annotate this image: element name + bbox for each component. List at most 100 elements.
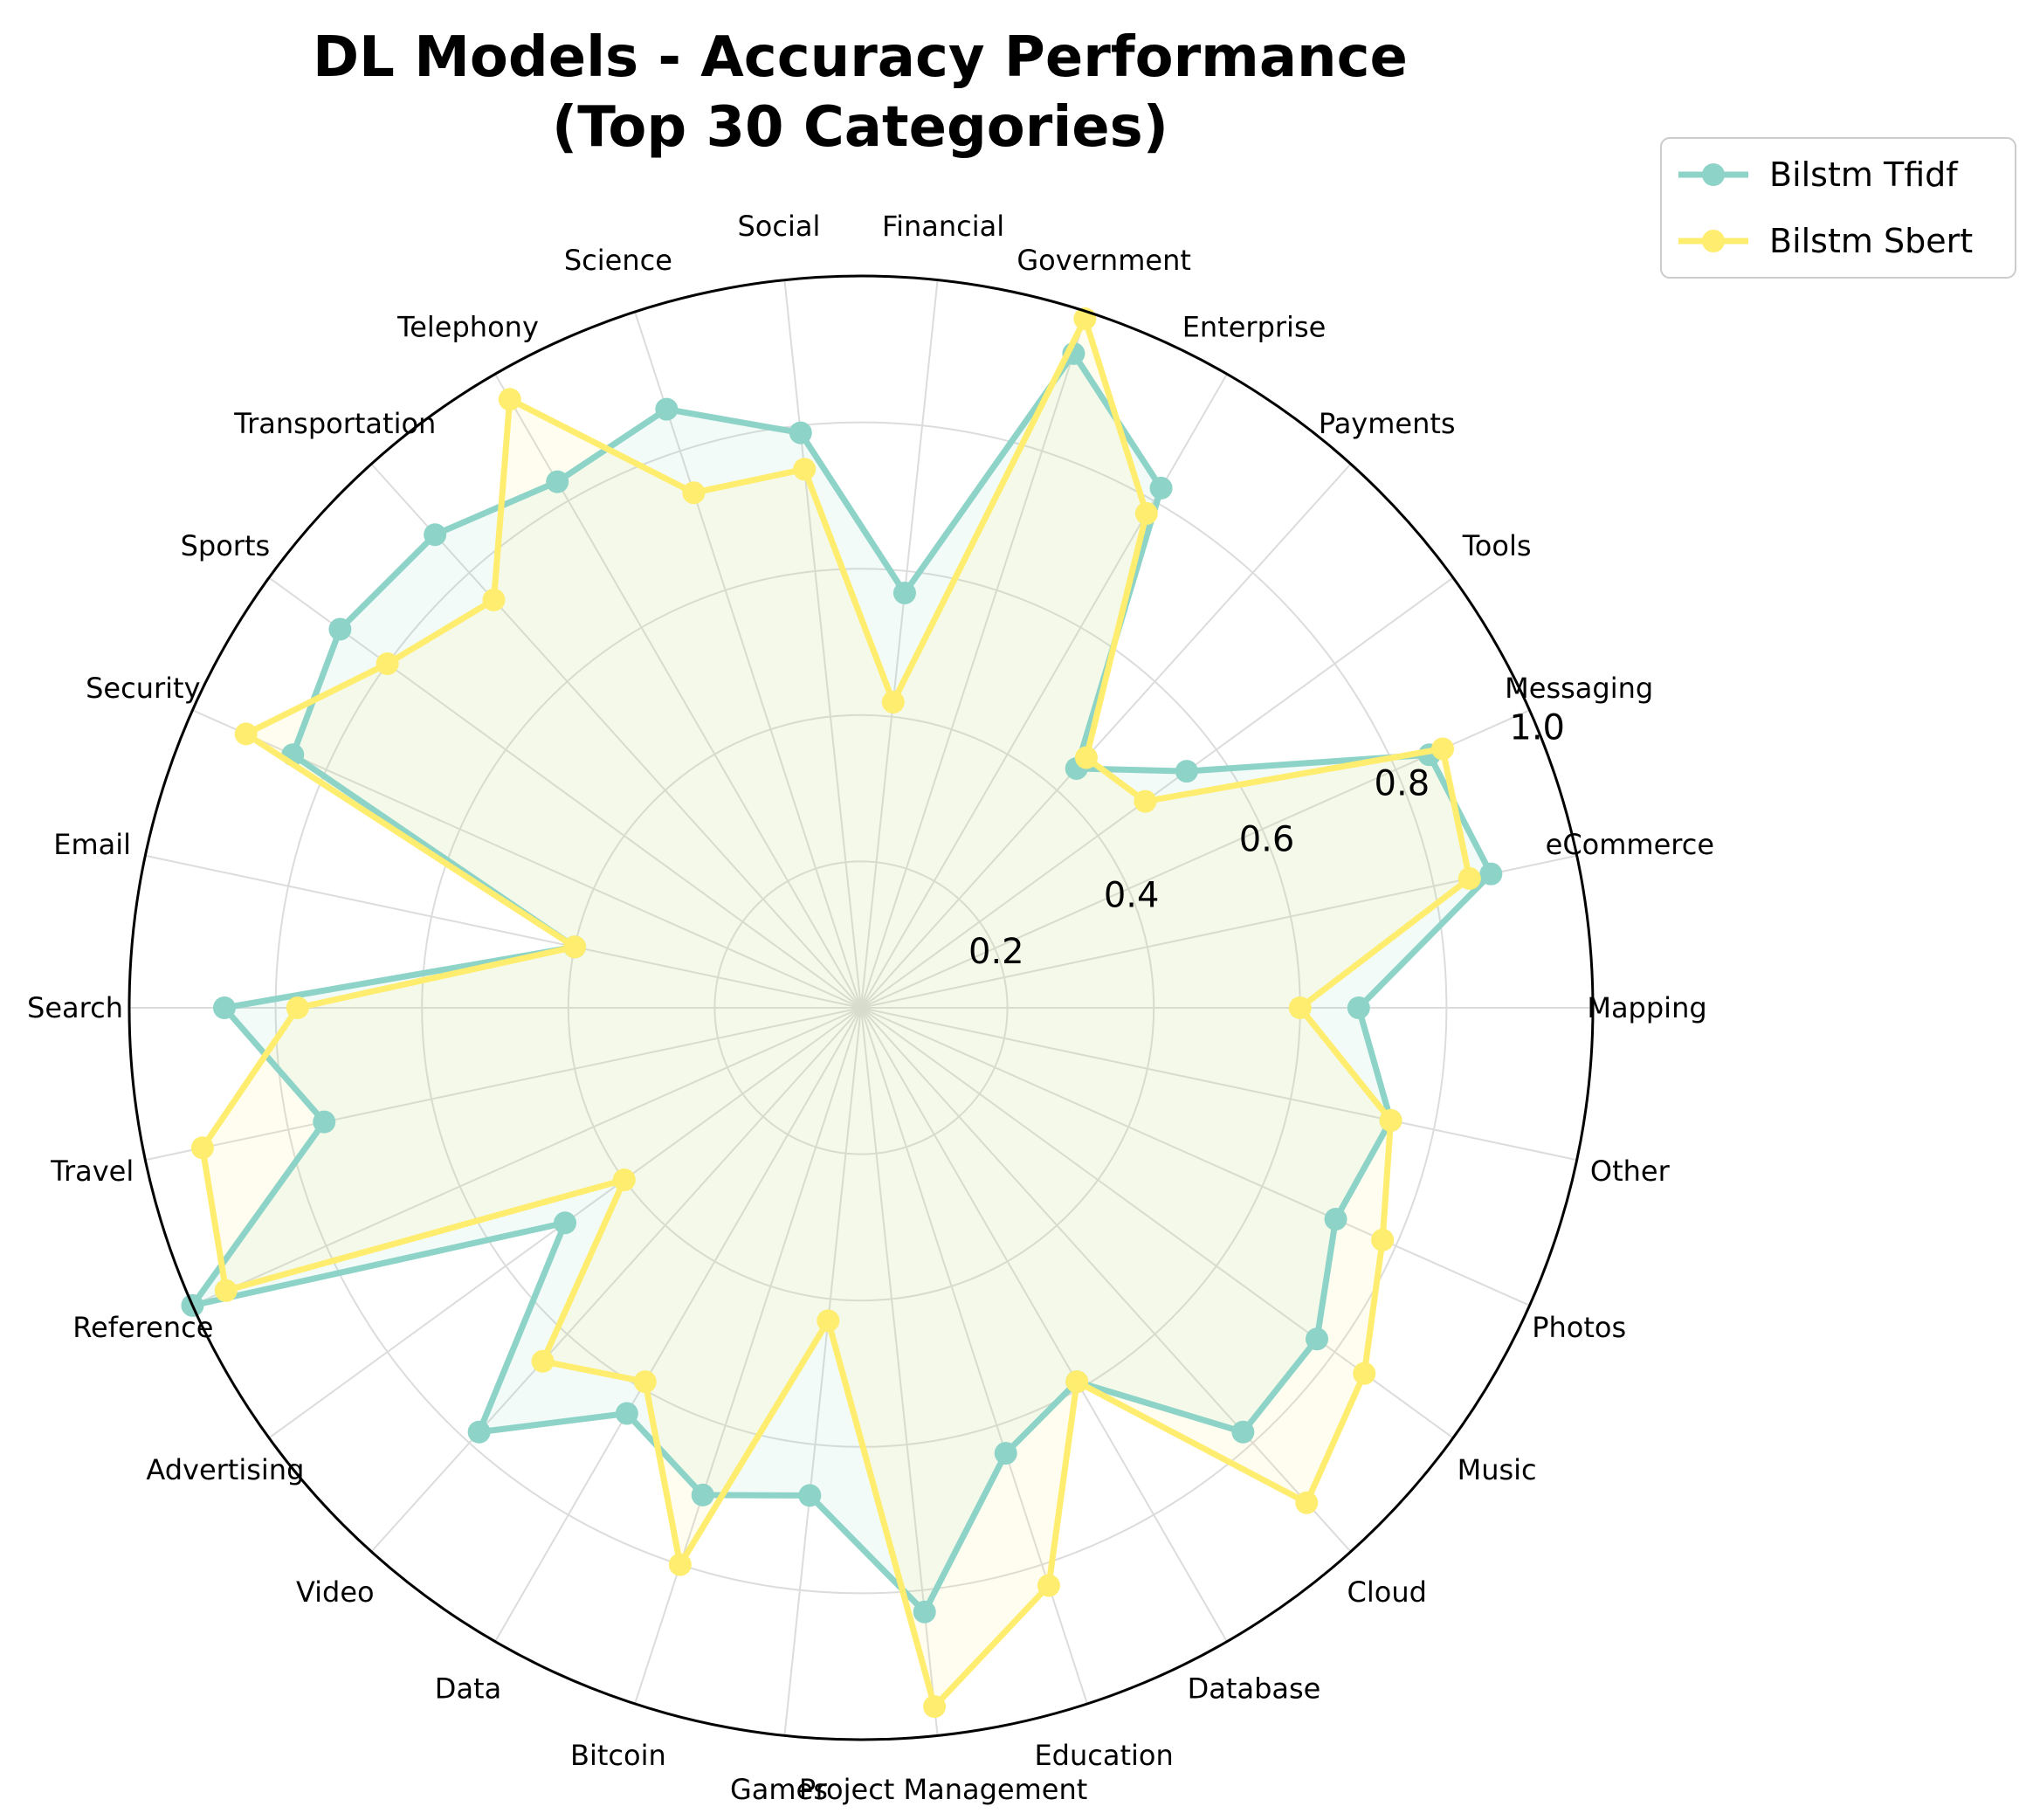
point-bilstm-tfidf-telephony <box>546 470 569 493</box>
grid-spoke-bitcoin <box>634 1007 862 1705</box>
legend-label-bilstm-tfidf: Bilstm Tfidf <box>1769 155 1959 194</box>
point-bilstm-tfidf-cloud <box>1231 1420 1255 1444</box>
category-label-reference: Reference <box>72 1311 213 1344</box>
point-bilstm-tfidf-financial <box>892 581 916 604</box>
point-bilstm-tfidf-travel <box>313 1110 336 1134</box>
legend-marker-bilstm-sbert <box>1702 230 1725 252</box>
category-label-music: Music <box>1458 1453 1537 1486</box>
point-bilstm-tfidf-science <box>655 397 679 421</box>
point-bilstm-sbert-video <box>531 1349 555 1373</box>
point-bilstm-sbert-travel <box>190 1136 214 1160</box>
category-label-project-management: Project Management <box>799 1773 1087 1806</box>
grid-spoke-social <box>783 279 862 1009</box>
grid-spoke-video <box>370 1007 862 1553</box>
grid-spoke-reference <box>192 1007 862 1306</box>
category-label-tools: Tools <box>1462 529 1532 562</box>
point-bilstm-tfidf-enterprise <box>1149 476 1173 500</box>
point-bilstm-sbert-social <box>793 458 817 481</box>
point-bilstm-sbert-transportation <box>482 588 506 611</box>
grid-spoke-music <box>860 1007 1454 1439</box>
point-bilstm-sbert-data <box>633 1370 657 1394</box>
radial-tick-1: 0.4 <box>1104 876 1160 916</box>
category-label-sports: Sports <box>181 529 271 562</box>
point-bilstm-tfidf-social <box>789 421 812 445</box>
grid-spoke-photos <box>860 1007 1530 1306</box>
grid-spoke-data <box>494 1007 862 1643</box>
grid-spoke-science <box>634 311 862 1009</box>
point-bilstm-sbert-science <box>682 481 706 505</box>
grid-spoke-financial <box>860 279 939 1009</box>
grid-spoke-other <box>860 1007 1577 1162</box>
point-bilstm-sbert-project-management <box>923 1695 947 1719</box>
point-bilstm-sbert-tools <box>1134 789 1157 813</box>
point-bilstm-sbert-email <box>563 935 587 959</box>
category-label-cloud: Cloud <box>1347 1575 1427 1609</box>
point-bilstm-sbert-database <box>1065 1370 1089 1394</box>
point-bilstm-sbert-cloud <box>1295 1491 1319 1514</box>
point-bilstm-sbert-music <box>1353 1362 1376 1385</box>
point-bilstm-sbert-bitcoin <box>668 1553 692 1576</box>
legend-box <box>1660 137 2016 279</box>
grid-spoke-email <box>145 854 862 1009</box>
grid-spoke-sports <box>268 576 862 1009</box>
category-label-email: Email <box>53 828 131 861</box>
point-bilstm-tfidf-music <box>1306 1327 1329 1351</box>
point-bilstm-sbert-education <box>1037 1574 1060 1597</box>
point-bilstm-tfidf-sports <box>328 617 352 641</box>
category-label-database: Database <box>1188 1672 1321 1705</box>
point-bilstm-tfidf-photos <box>1324 1208 1347 1231</box>
category-label-messaging: Messaging <box>1505 672 1653 705</box>
point-bilstm-tfidf-advertising <box>554 1211 577 1235</box>
point-bilstm-sbert-payments <box>1074 746 1098 769</box>
category-label-games: Games <box>730 1773 828 1806</box>
radial-tick-3: 0.8 <box>1375 763 1430 803</box>
category-label-payments: Payments <box>1319 407 1456 440</box>
category-label-travel: Travel <box>50 1155 134 1188</box>
grid-spoke-government <box>860 311 1088 1009</box>
outer-frame <box>127 274 1595 1741</box>
category-label-advertising: Advertising <box>146 1453 304 1486</box>
point-bilstm-sbert-enterprise <box>1134 501 1158 525</box>
grid-spoke-transportation <box>370 463 862 1009</box>
category-label-transportation: Transportation <box>233 407 436 440</box>
point-bilstm-tfidf-data <box>615 1402 638 1425</box>
category-label-other: Other <box>1590 1155 1671 1188</box>
category-label-video: Video <box>296 1575 375 1609</box>
category-label-telephony: Telephony <box>396 311 539 344</box>
point-bilstm-sbert-advertising <box>612 1169 636 1192</box>
category-label-education: Education <box>1034 1739 1173 1772</box>
grid-spoke-games <box>783 1007 862 1736</box>
point-bilstm-tfidf-search <box>212 996 236 1019</box>
point-bilstm-tfidf-tools <box>1175 760 1198 783</box>
category-label-science: Science <box>564 244 672 277</box>
series-fill-bilstm-tfidf <box>192 353 1492 1612</box>
category-label-social: Social <box>737 210 820 243</box>
point-bilstm-sbert-telephony <box>498 388 521 411</box>
chart-title-line-1: DL Models - Accuracy Performance <box>313 25 1408 90</box>
grid-spoke-payments <box>860 463 1352 1009</box>
point-bilstm-sbert-photos <box>1371 1228 1395 1251</box>
point-bilstm-sbert-financial <box>881 690 905 714</box>
category-label-enterprise: Enterprise <box>1182 311 1327 344</box>
point-bilstm-sbert-sports <box>376 651 399 675</box>
point-bilstm-sbert-mapping <box>1288 996 1312 1019</box>
category-label-security: Security <box>86 672 200 705</box>
chart-title: DL Models - Accuracy Performance (Top 30… <box>52 23 1668 162</box>
chart-title-line-2: (Top 30 Categories) <box>552 95 1168 160</box>
grid-spoke-database <box>860 1007 1228 1643</box>
radial-tick-2: 0.6 <box>1239 820 1295 860</box>
radial-tick-4: 1.0 <box>1509 707 1565 748</box>
radial-tick-0: 0.2 <box>968 932 1024 972</box>
point-bilstm-tfidf-games <box>798 1484 822 1507</box>
grid-spoke-messaging <box>860 709 1530 1009</box>
legend-label-bilstm-sbert: Bilstm Sbert <box>1769 222 1973 260</box>
category-label-data: Data <box>435 1672 501 1705</box>
point-bilstm-sbert-security <box>234 722 258 746</box>
category-label-financial: Financial <box>882 210 1004 243</box>
grid-spoke-ecommerce <box>860 854 1577 1009</box>
point-bilstm-tfidf-ecommerce <box>1479 862 1503 886</box>
category-label-mapping: Mapping <box>1587 991 1706 1024</box>
category-label-bitcoin: Bitcoin <box>570 1739 666 1772</box>
point-bilstm-sbert-reference <box>214 1279 238 1302</box>
